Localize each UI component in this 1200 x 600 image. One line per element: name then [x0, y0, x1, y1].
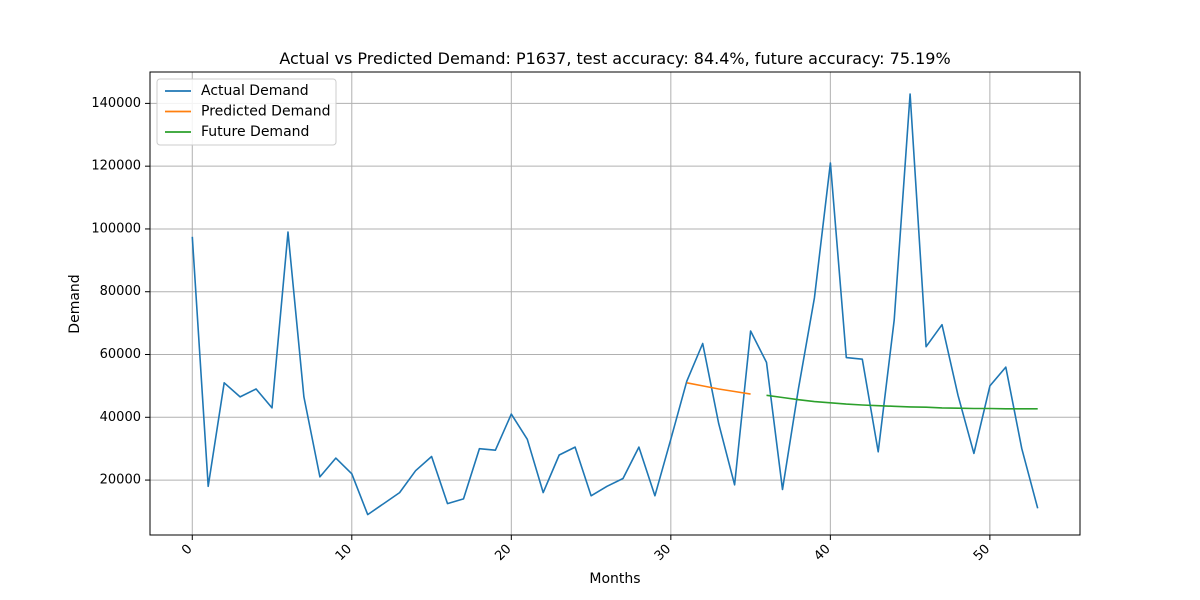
chart-title: Actual vs Predicted Demand: P1637, test …	[279, 49, 950, 68]
y-axis-title: Demand	[67, 274, 83, 333]
y-tick-label: 60000	[100, 347, 141, 362]
legend-label-predicted-demand: Predicted Demand	[201, 104, 331, 120]
grid	[150, 72, 1080, 535]
plot-frame	[149, 71, 1081, 536]
series-line-predicted-demand	[686, 382, 751, 395]
series-line-actual-demand	[191, 93, 1039, 516]
legend-label-future-demand: Future Demand	[201, 124, 309, 140]
legend-label-actual-demand: Actual Demand	[201, 83, 309, 99]
y-tick-label: 140000	[91, 96, 141, 111]
y-tick-label: 20000	[100, 473, 141, 488]
x-axis-title: Months	[589, 571, 640, 587]
y-tick-label: 80000	[100, 284, 141, 299]
legend: Actual Demand Predicted Demand Future Dema…	[156, 78, 337, 146]
legend-box	[156, 78, 337, 146]
y-tick-label: 40000	[100, 410, 141, 425]
y-tick-label: 120000	[91, 159, 141, 174]
series-line-future-demand	[766, 394, 1038, 410]
y-tick-label: 100000	[91, 221, 141, 236]
y-axis: 20000 40000 60000 80000 100000 120000 140000	[91, 96, 150, 488]
series-layer	[191, 93, 1039, 516]
